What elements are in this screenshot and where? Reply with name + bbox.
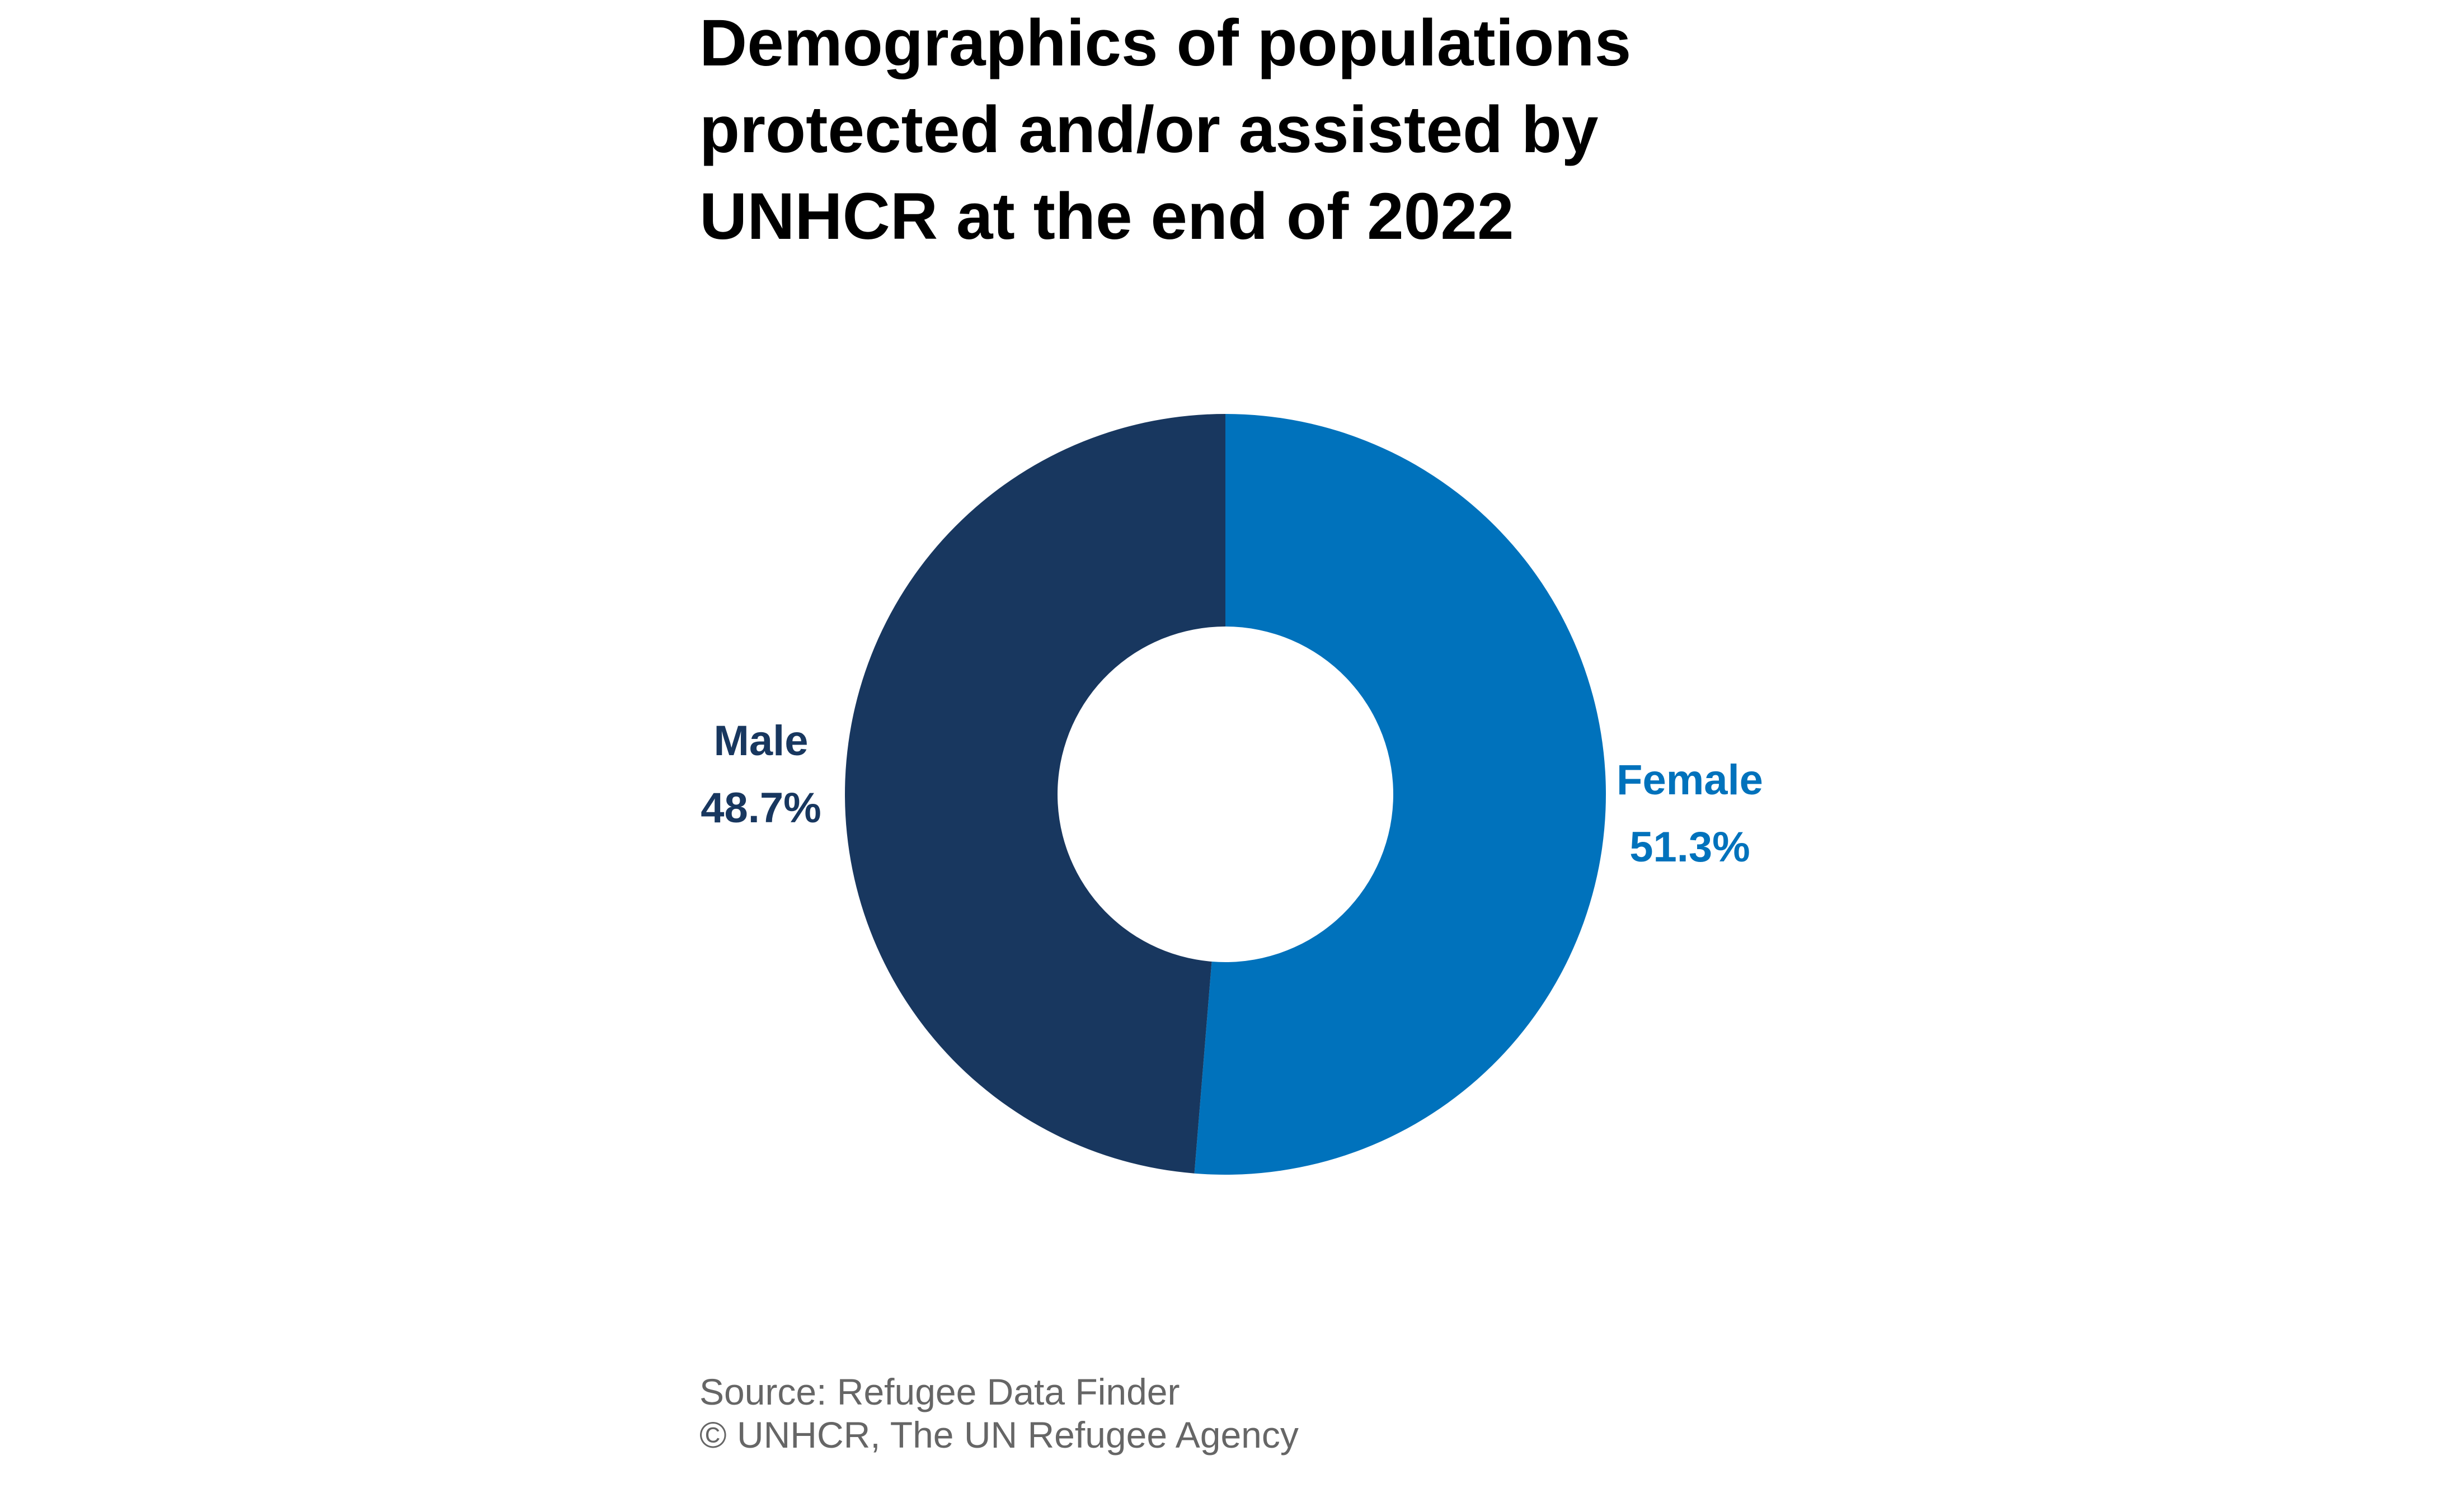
- source-note: Source: Refugee Data Finder: [699, 1371, 1180, 1412]
- donut-slices: [844, 414, 1606, 1175]
- chart-title-line-2: protected and/or assisted by: [699, 93, 1599, 167]
- copyright-note: © UNHCR, The UN Refugee Agency: [699, 1414, 1299, 1456]
- slice-value-female: 51.3%: [1629, 823, 1750, 871]
- slice-labels: Female 51.3% Male 48.7%: [701, 717, 1763, 871]
- slice-label-female: Female: [1617, 756, 1763, 804]
- donut-slice-male: [844, 414, 1225, 1174]
- slice-label-male: Male: [714, 717, 809, 765]
- slice-value-male: 48.7%: [701, 784, 821, 832]
- chart-title-line-1: Demographics of populations: [699, 6, 1632, 80]
- chart-footer: Source: Refugee Data Finder © UNHCR, The…: [699, 1370, 1299, 1457]
- chart-title: Demographics of populations protected an…: [699, 0, 1819, 260]
- donut-slice-female: [1194, 414, 1606, 1175]
- chart-title-line-3: UNHCR at the end of 2022: [699, 180, 1514, 253]
